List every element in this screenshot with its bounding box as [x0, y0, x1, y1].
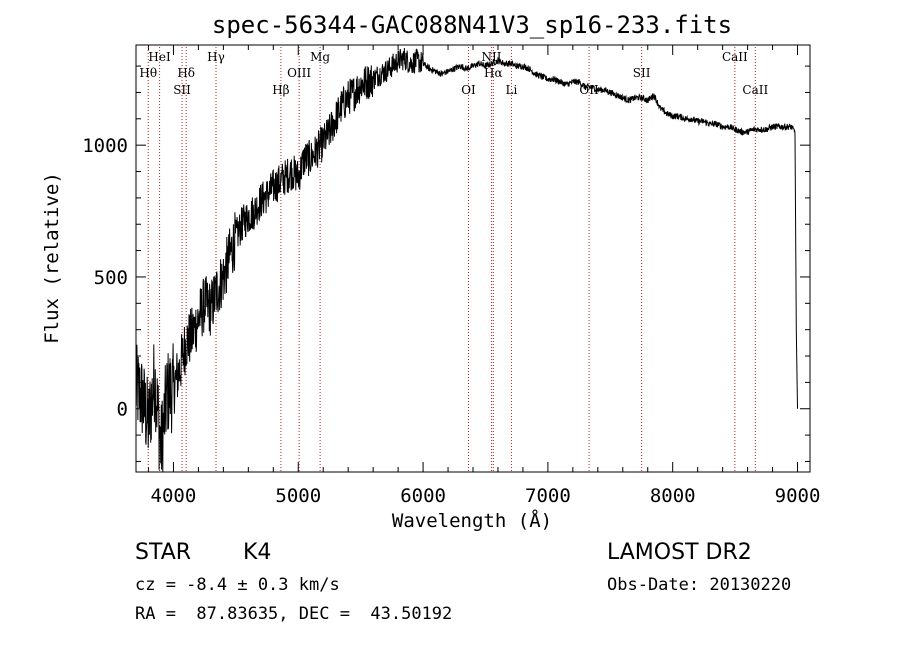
- x-tick-label: 8000: [650, 485, 696, 507]
- y-axis-label: Flux (relative): [41, 172, 63, 344]
- line-marker-label: OI: [461, 83, 476, 97]
- line-marker-label: OIII: [287, 66, 311, 80]
- redshift-label: cz = -8.4 ± 0.3 km/s: [135, 575, 340, 595]
- object-subclass: K4: [243, 540, 272, 565]
- line-marker-label: SII: [633, 66, 651, 80]
- x-tick-label: 4000: [151, 485, 197, 507]
- y-tick-label: 0: [117, 399, 128, 421]
- line-marker-label: Hδ: [177, 66, 195, 80]
- x-tick-label: 5000: [275, 485, 321, 507]
- obs-date-label: Obs-Date: 20130220: [607, 575, 792, 595]
- line-marker-label: HeI: [148, 50, 171, 64]
- chart-title: spec-56344-GAC088N41V3_sp16-233.fits: [212, 11, 732, 39]
- y-axis: 0 500 1000: [82, 65, 810, 462]
- x-tick-label: 7000: [525, 485, 571, 507]
- survey-label: LAMOST DR2: [607, 540, 752, 565]
- line-marker-label: Hγ: [207, 50, 225, 64]
- x-axis: 4000 5000 6000 7000 8000 9000: [147, 45, 821, 507]
- line-marker-label: Hα: [484, 66, 503, 80]
- line-marker-label: Hθ: [139, 66, 157, 80]
- coordinates-label: RA = 87.83635, DEC = 43.50192: [135, 604, 453, 624]
- plot-frame: [135, 44, 811, 473]
- x-tick-label: 6000: [400, 485, 446, 507]
- line-marker-label: CaII: [742, 83, 768, 97]
- x-axis-label: Wavelength (Å): [392, 509, 552, 532]
- object-class: STAR: [135, 540, 192, 565]
- line-marker-label: Mg: [310, 50, 330, 64]
- y-tick-label: 500: [94, 267, 128, 289]
- y-tick-label: 1000: [82, 135, 128, 157]
- spectrum-line: [135, 47, 798, 473]
- line-marker-label: Li: [506, 83, 518, 97]
- line-marker-label: SII: [173, 83, 191, 97]
- line-marker-label: CaII: [722, 50, 748, 64]
- line-marker-label: Hβ: [272, 83, 289, 97]
- x-tick-label: 9000: [775, 485, 821, 507]
